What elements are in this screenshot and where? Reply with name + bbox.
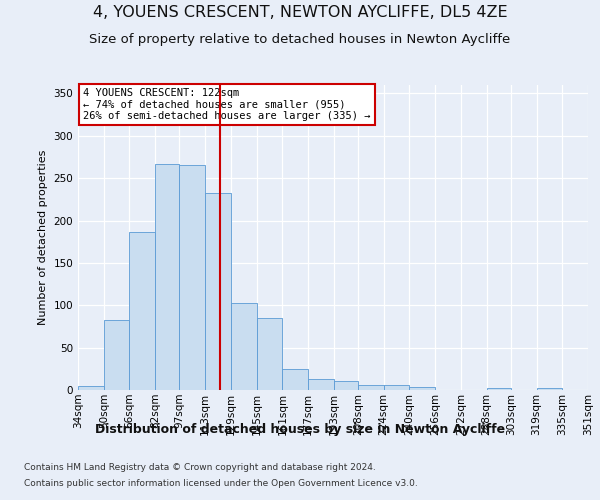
Bar [358, 385, 383, 390]
Text: 4 YOUENS CRESCENT: 122sqm
← 74% of detached houses are smaller (955)
26% of semi: 4 YOUENS CRESCENT: 122sqm ← 74% of detac… [83, 88, 371, 121]
Bar [130, 232, 155, 390]
Text: Contains HM Land Registry data © Crown copyright and database right 2024.: Contains HM Land Registry data © Crown c… [24, 462, 376, 471]
Bar [205, 192, 231, 390]
Y-axis label: Number of detached properties: Number of detached properties [38, 150, 48, 325]
Bar [383, 385, 409, 390]
Bar [487, 388, 511, 390]
Bar [155, 164, 179, 390]
Bar [536, 388, 562, 390]
Bar [308, 379, 334, 390]
Bar [104, 320, 130, 390]
Text: Size of property relative to detached houses in Newton Aycliffe: Size of property relative to detached ho… [89, 32, 511, 46]
Bar [257, 318, 283, 390]
Bar [231, 302, 257, 390]
Bar [334, 380, 358, 390]
Text: Distribution of detached houses by size in Newton Aycliffe: Distribution of detached houses by size … [95, 422, 505, 436]
Text: Contains public sector information licensed under the Open Government Licence v3: Contains public sector information licen… [24, 479, 418, 488]
Bar [588, 388, 600, 390]
Bar [283, 369, 308, 390]
Bar [78, 386, 104, 390]
Bar [409, 388, 435, 390]
Text: 4, YOUENS CRESCENT, NEWTON AYCLIFFE, DL5 4ZE: 4, YOUENS CRESCENT, NEWTON AYCLIFFE, DL5… [92, 5, 508, 20]
Bar [179, 166, 205, 390]
